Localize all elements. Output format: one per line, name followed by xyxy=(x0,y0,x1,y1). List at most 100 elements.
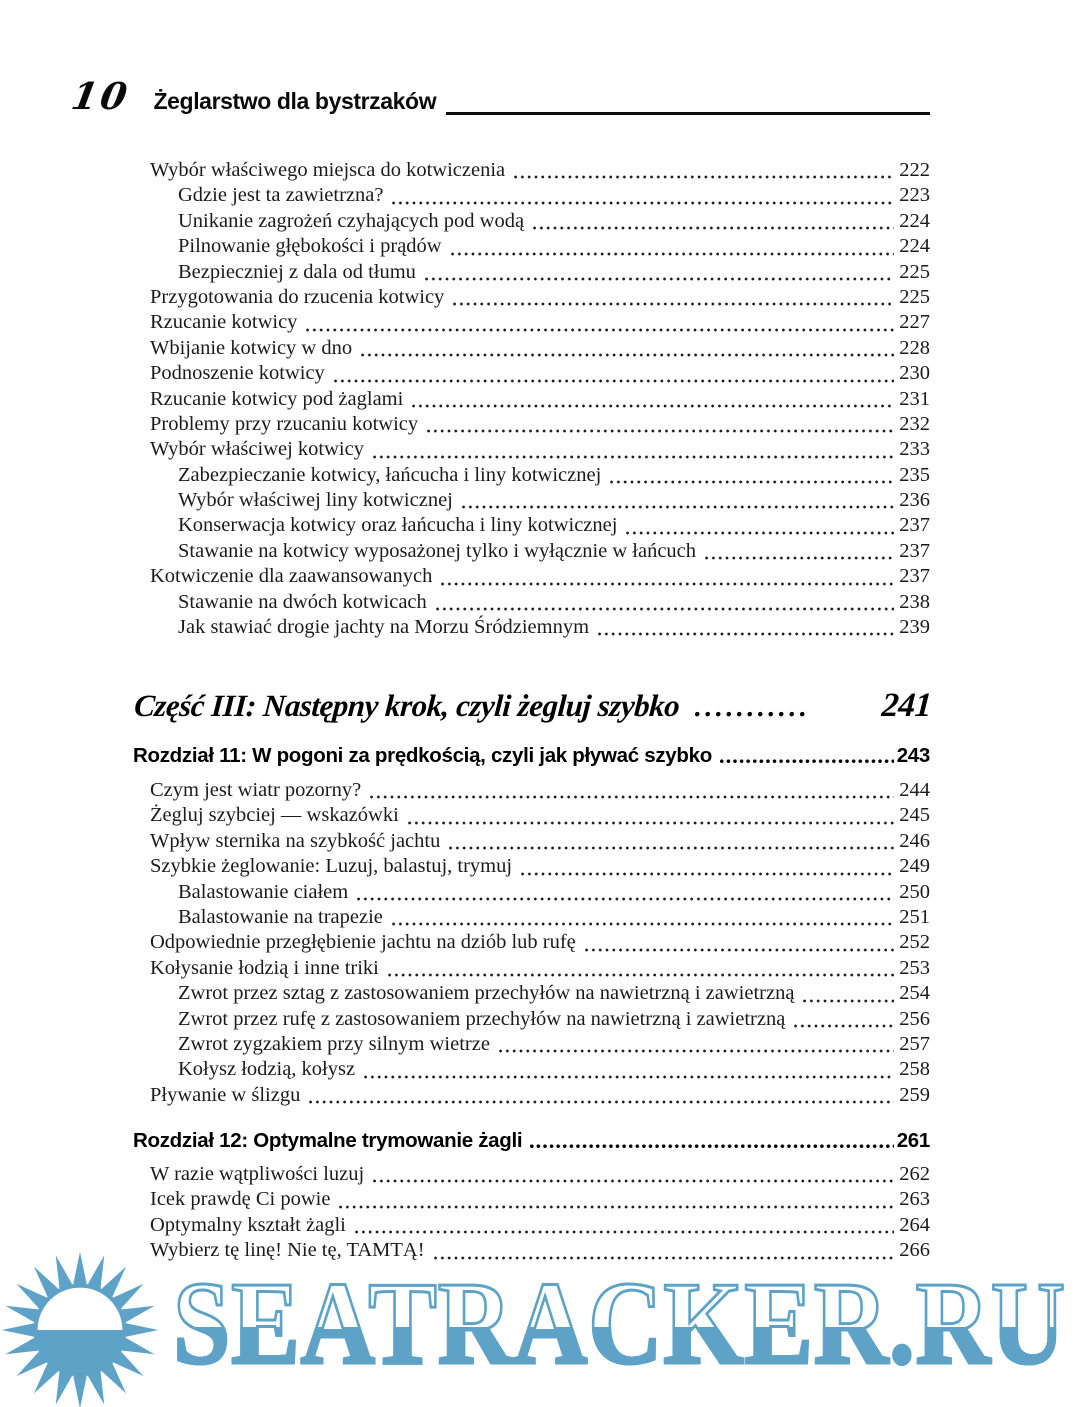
toc-entry: Kotwiczenie dla zaawansowanych 237 xyxy=(133,565,930,590)
entry-page-number: 263 xyxy=(899,1188,930,1211)
toc-section-chapter-4: Rozdział 12: Optymalne trymowanie żagli 2… xyxy=(133,1129,930,1153)
dot-leader xyxy=(444,830,894,855)
dot-leader xyxy=(528,210,894,235)
entry-page-number: 223 xyxy=(899,184,930,207)
entry-title: Stawanie na kotwicy wyposażonej tylko i … xyxy=(178,539,697,562)
chapter-page-number: 243 xyxy=(896,744,931,767)
dot-leader xyxy=(387,184,894,209)
running-title: Żeglarstwo dla bystrzaków xyxy=(153,88,437,114)
entry-page-number: 237 xyxy=(899,565,930,588)
dot-leader xyxy=(700,540,894,565)
entry-page-number: 230 xyxy=(899,362,930,385)
entry-page-number: 225 xyxy=(899,260,930,283)
dot-leader xyxy=(448,286,894,311)
toc-entry: Wpływ sternika na szybkość jachtu 246 xyxy=(133,830,930,855)
dot-leader: ........... xyxy=(694,692,812,723)
toc-entry: Rzucanie kotwicy 227 xyxy=(133,311,930,336)
toc-entry: Przygotowania do rzucenia kotwicy 225 xyxy=(133,286,930,311)
chapter-heading: Rozdział 11: W pogoni za prędkością, czy… xyxy=(133,744,930,768)
entry-title: Problemy przy rzucaniu kotwicy xyxy=(150,412,419,435)
chapter-heading: Rozdział 12: Optymalne trymowanie żagli 2… xyxy=(133,1129,930,1153)
entry-title: Unikanie zagrożeń czyhających pod wodą xyxy=(178,209,525,232)
entry-title: Podnoszenie kotwicy xyxy=(150,362,325,385)
toc-section-entries-5: W razie wątpliwości luzuj 262 Icek prawdę … xyxy=(133,1163,930,1265)
dot-leader xyxy=(403,804,895,829)
part-page-number: 241 xyxy=(880,687,933,724)
toc-entry: Żegluj szybciej — wskazówki 245 xyxy=(133,804,930,829)
entry-title: Wybór właściwej kotwicy xyxy=(150,438,364,461)
entry-title: Wybór właściwego miejsca do kotwiczenia xyxy=(150,159,506,181)
entry-page-number: 250 xyxy=(899,880,930,903)
toc-entry: Podnoszenie kotwicy 230 xyxy=(133,362,930,387)
toc-entry: Czym jest wiatr pozorny? 244 xyxy=(133,779,930,804)
entry-page-number: 227 xyxy=(899,311,930,334)
chapter-page-number: 261 xyxy=(896,1129,931,1152)
entry-title: W razie wątpliwości luzuj xyxy=(150,1163,365,1185)
entry-page-number: 251 xyxy=(899,905,930,928)
entry-title: Przygotowania do rzucenia kotwicy xyxy=(150,285,445,308)
chapter-title: Rozdział 11: W pogoni za prędkością, czy… xyxy=(133,744,712,767)
dot-leader xyxy=(420,261,895,286)
dot-leader xyxy=(359,1058,894,1083)
toc-entry: Zwrot przez rufę z zastosowaniem przechy… xyxy=(133,1008,930,1033)
entry-title: Icek prawdę Ci powie xyxy=(150,1188,331,1211)
dot-leader xyxy=(789,1008,894,1033)
dot-leader xyxy=(356,337,894,362)
toc-section-part-1: Część III: Następny krok, czyli żegluj s… xyxy=(133,687,933,725)
dot-leader xyxy=(457,489,895,514)
toc-entry: Zwrot przez sztag z zastosowaniem przech… xyxy=(133,982,930,1007)
toc-entry: Pilnowanie głębokości i prądów 224 xyxy=(133,235,930,260)
chapter-title: Rozdział 12: Optymalne trymowanie żagli xyxy=(133,1129,523,1152)
dot-leader xyxy=(368,1163,894,1188)
dot-leader xyxy=(509,159,894,184)
toc-entry: W razie wątpliwości luzuj 262 xyxy=(133,1163,930,1188)
entry-title: Szybkie żeglowanie: Luzuj, balastuj, try… xyxy=(150,855,513,878)
entry-page-number: 232 xyxy=(899,412,930,435)
toc-entry: Konserwacja kotwicy oraz łańcucha i liny… xyxy=(133,514,930,539)
entry-page-number: 239 xyxy=(899,616,930,639)
dot-leader xyxy=(446,235,895,260)
toc-entry: Wybór właściwej liny kotwicznej 236 xyxy=(133,489,930,514)
header-rule xyxy=(446,112,930,115)
entry-title: Bezpieczniej z dala od tłumu xyxy=(178,260,416,283)
dot-leader xyxy=(387,906,895,931)
entry-title: Zwrot przez sztag z zastosowaniem przech… xyxy=(178,982,795,1005)
dot-leader xyxy=(526,1129,894,1153)
entry-page-number: 231 xyxy=(899,387,930,410)
entry-page-number: 235 xyxy=(899,463,930,486)
entry-page-number: 228 xyxy=(899,336,930,359)
toc-entry: Rzucanie kotwicy pod żaglami 231 xyxy=(133,388,930,413)
entry-title: Jak stawiać drogie jachty na Morzu Śródz… xyxy=(178,616,590,639)
entry-title: Zwrot zygzakiem przy silnym wietrze xyxy=(178,1032,490,1055)
entry-page-number: 253 xyxy=(899,956,930,979)
toc-entry: Stawanie na kotwicy wyposażonej tylko i … xyxy=(133,540,930,565)
entry-page-number: 252 xyxy=(899,931,930,954)
entry-page-number: 249 xyxy=(899,855,930,878)
entry-title: Odpowiednie przegłębienie jachtu na dzió… xyxy=(150,931,576,954)
dot-leader xyxy=(593,616,894,641)
dot-leader xyxy=(352,881,894,906)
entry-page-number: 237 xyxy=(899,539,930,562)
entry-page-number: 233 xyxy=(899,438,930,461)
toc-entry: Balastowanie na trapezie 251 xyxy=(133,906,930,931)
dot-leader xyxy=(365,779,894,804)
toc-entry: Balastowanie ciałem 250 xyxy=(133,881,930,906)
entry-title: Żegluj szybciej — wskazówki xyxy=(150,804,399,827)
toc-entry: Bezpieczniej z dala od tłumu 225 xyxy=(133,261,930,286)
entry-title: Wpływ sternika na szybkość jachtu xyxy=(150,829,441,852)
entry-page-number: 236 xyxy=(899,489,930,512)
dot-leader xyxy=(368,438,895,463)
entry-page-number: 264 xyxy=(899,1213,930,1236)
entry-page-number: 262 xyxy=(899,1163,930,1185)
entry-title: Balastowanie ciałem xyxy=(178,880,349,903)
toc-entry: Wybór właściwej kotwicy 233 xyxy=(133,438,930,463)
entry-title: Rzucanie kotwicy pod żaglami xyxy=(150,387,404,410)
dot-leader xyxy=(716,744,895,768)
toc-entry: Gdzie jest ta zawietrzna? 223 xyxy=(133,184,930,209)
dot-leader xyxy=(383,957,895,982)
toc-entry: Optymalny kształt żagli 264 xyxy=(133,1214,930,1239)
dot-leader xyxy=(407,388,894,413)
running-header: 10 Żeglarstwo dla bystrzaków xyxy=(68,74,930,118)
entry-title: Optymalny kształt żagli xyxy=(150,1213,346,1236)
entry-page-number: 254 xyxy=(899,982,930,1005)
